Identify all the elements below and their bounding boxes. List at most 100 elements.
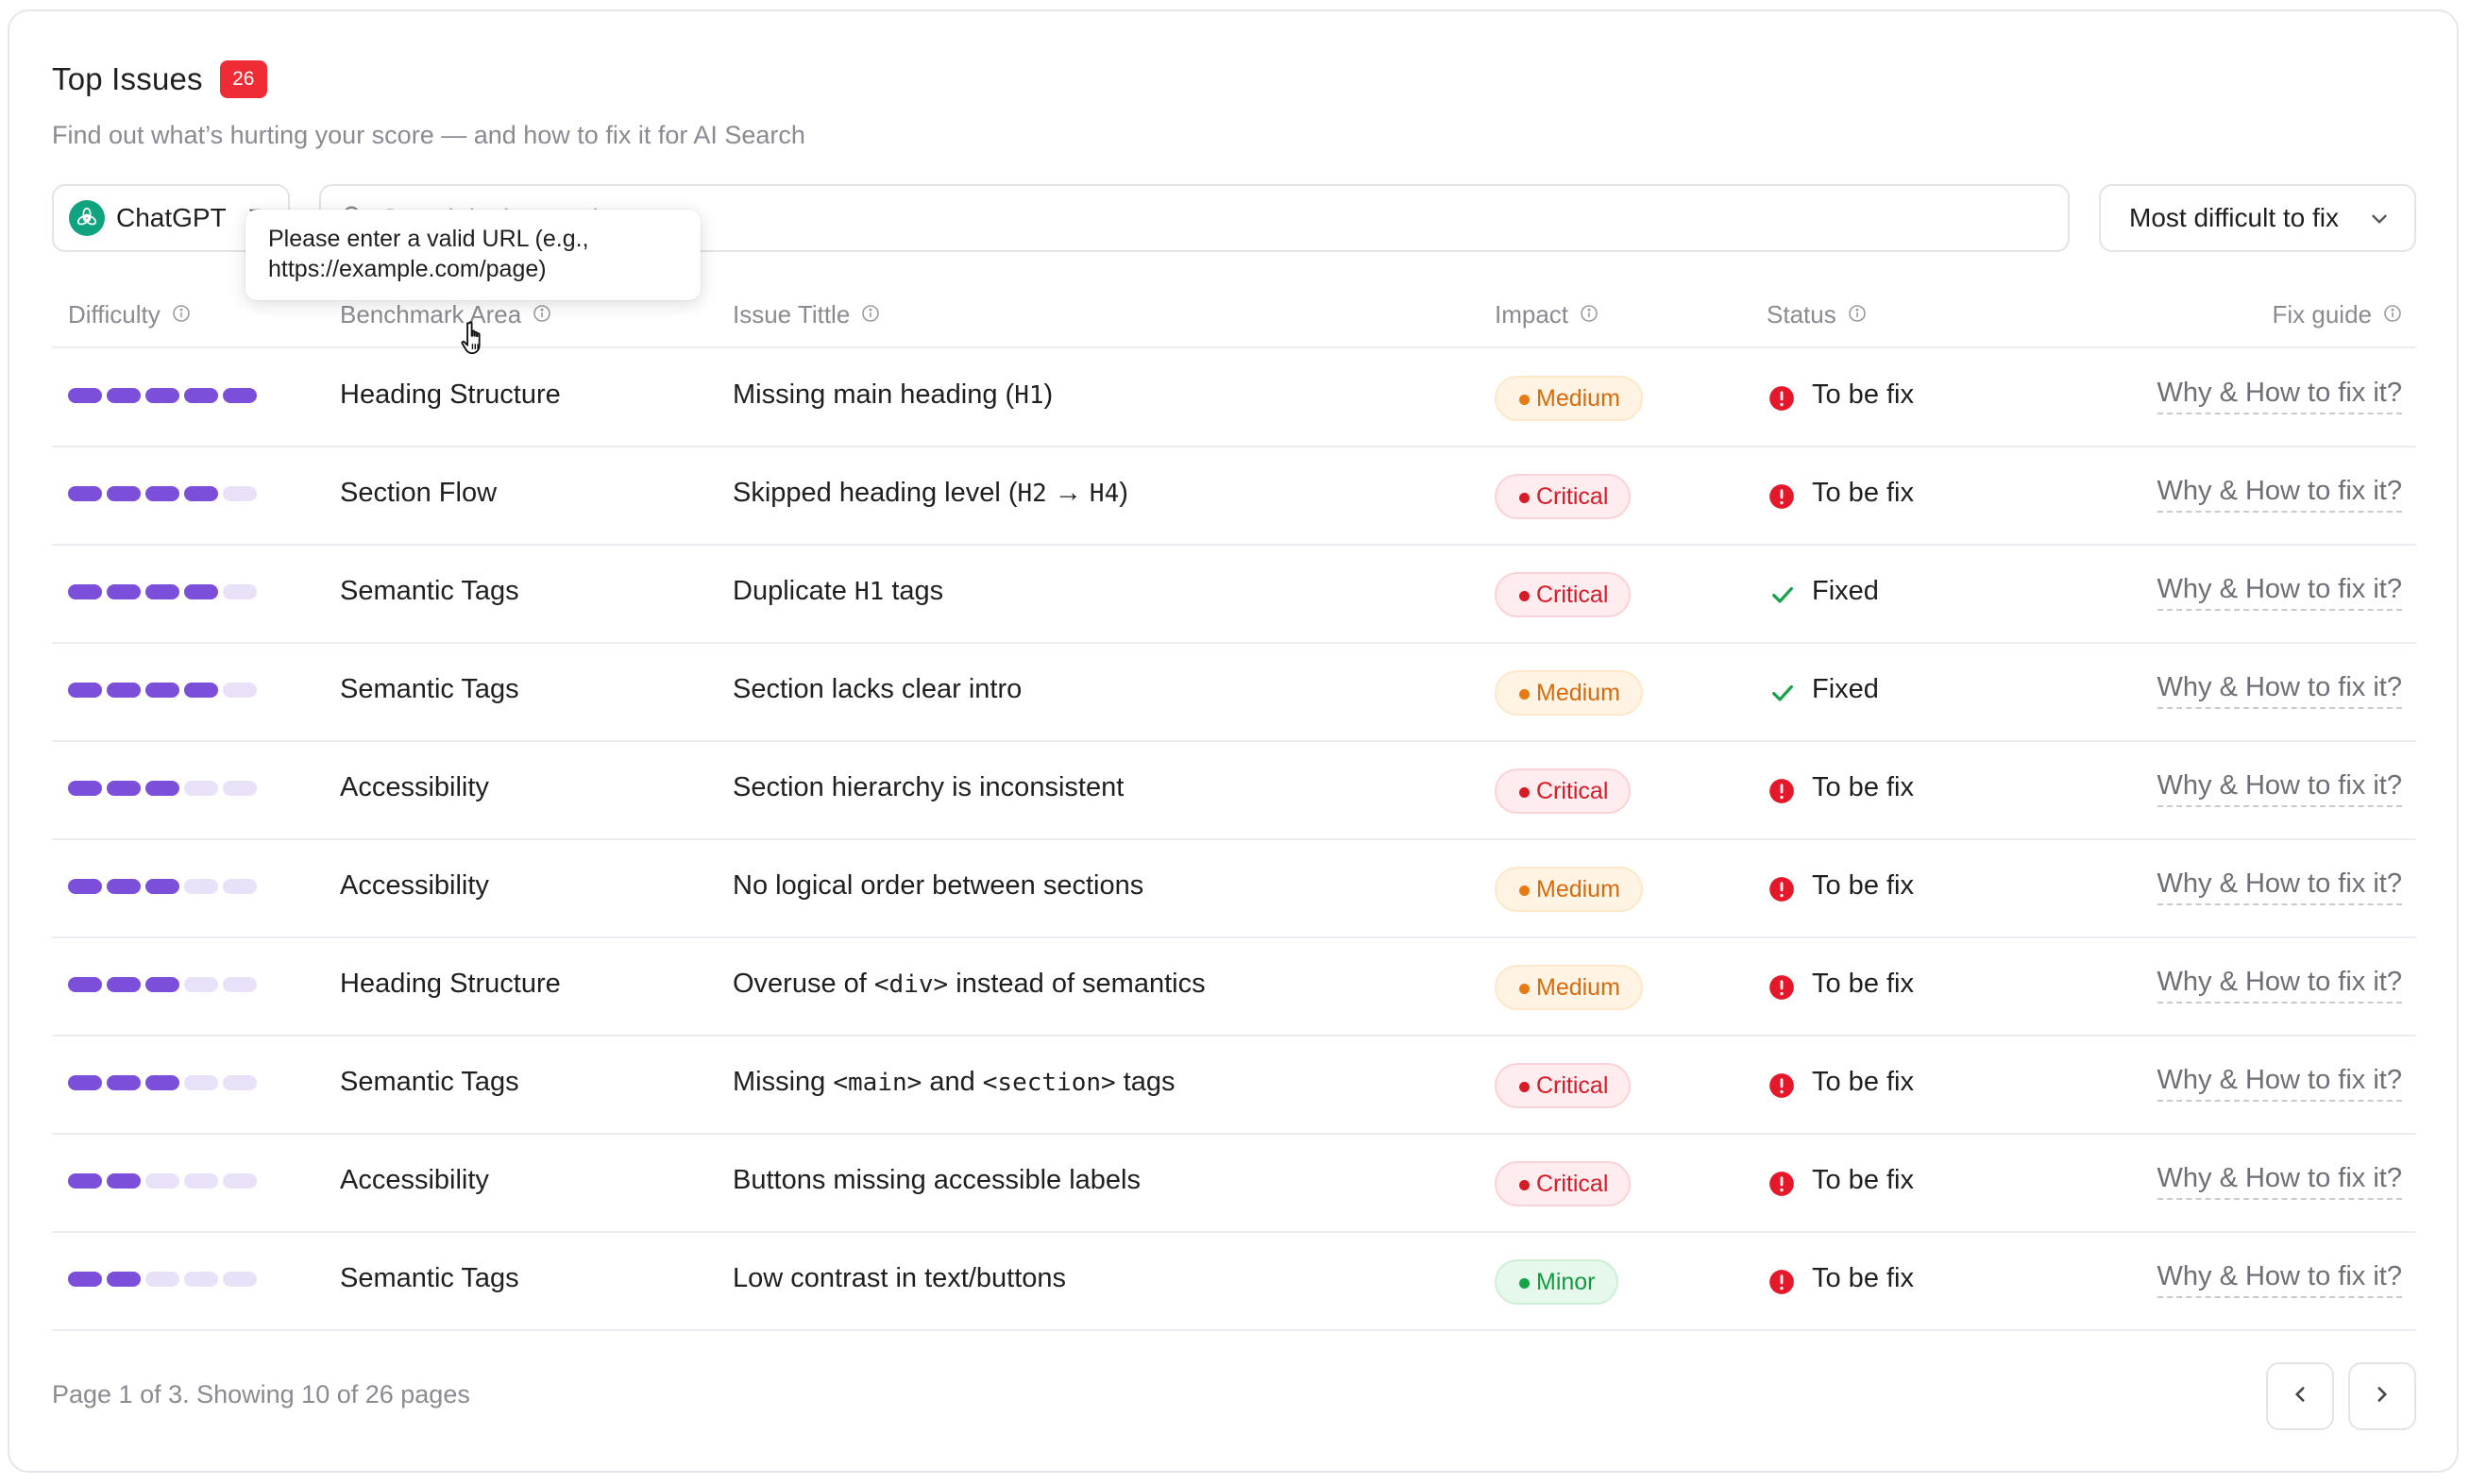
issue-title-text: Missing	[733, 1067, 834, 1097]
fix-guide-link[interactable]: Why & How to fix it?	[2157, 574, 2402, 611]
difficulty-segment	[107, 781, 141, 796]
issue-title-code: <section>	[982, 1069, 1116, 1097]
difficulty-segment	[145, 1173, 179, 1189]
impact-badge: Critical	[1495, 1063, 1632, 1108]
issue-title-text: )	[1043, 379, 1054, 410]
difficulty-meter	[68, 1272, 257, 1287]
difficulty-segment	[107, 1075, 141, 1090]
impact-label: Medium	[1536, 875, 1620, 902]
column-header-fix-guide[interactable]: Fix guide	[2273, 300, 2403, 329]
fix-guide-link[interactable]: Why & How to fix it?	[2157, 476, 2402, 513]
impact-badge: Critical	[1495, 474, 1632, 519]
column-header-issue-title[interactable]: Issue Tittle	[733, 300, 880, 329]
difficulty-segment	[223, 584, 257, 599]
issue-title-text: No logical order between sections	[733, 870, 1144, 901]
table-row: Semantic Tags Section lacks clear intro Me…	[0, 644, 2470, 742]
impact-label: Medium	[1536, 679, 1620, 706]
issue-title-code: H1	[1014, 381, 1044, 410]
issue-title: Section hierarchy is inconsistent	[733, 772, 1124, 803]
benchmark-area: Heading Structure	[340, 379, 561, 410]
fix-guide-link[interactable]: Why & How to fix it?	[2157, 378, 2402, 414]
impact-badge: Medium	[1495, 965, 1643, 1010]
fix-guide-link[interactable]: Why & How to fix it?	[2157, 1065, 2402, 1102]
difficulty-segment	[223, 1173, 257, 1189]
difficulty-segment	[68, 1173, 102, 1189]
impact-badge: Medium	[1495, 867, 1643, 912]
sort-select[interactable]: Most difficult to fix	[2099, 184, 2416, 252]
issue-title-code: <div>	[873, 970, 949, 999]
chevron-down-icon	[2367, 207, 2392, 236]
difficulty-segment	[145, 781, 179, 796]
status-label: To be fix	[1812, 772, 1914, 802]
fix-guide-link[interactable]: Why & How to fix it?	[2157, 672, 2402, 709]
prev-page-button[interactable]	[2266, 1362, 2334, 1430]
difficulty-segment	[145, 486, 179, 501]
difficulty-meter	[68, 1075, 257, 1090]
row-divider	[52, 544, 2416, 546]
difficulty-segment	[107, 1272, 141, 1287]
row-divider	[52, 642, 2416, 644]
difficulty-segment	[68, 1075, 102, 1090]
issue-title: Missing <main> and <section> tags	[733, 1067, 1176, 1098]
benchmark-area: Accessibility	[340, 1165, 489, 1195]
benchmark-area: Semantic Tags	[340, 576, 519, 606]
status-label: To be fix	[1812, 1263, 1914, 1293]
page-subtitle: Find out what’s hurting your score — and…	[52, 121, 805, 149]
column-header-status[interactable]: Status	[1767, 300, 1867, 329]
issue-title-code: H2	[1017, 480, 1047, 508]
url-validation-tooltip: Please enter a valid URL (e.g., https://…	[245, 210, 701, 300]
fix-guide-link[interactable]: Why & How to fix it?	[2157, 770, 2402, 807]
table-row: Accessibility Buttons missing accessible …	[0, 1135, 2470, 1233]
difficulty-segment	[184, 1272, 218, 1287]
benchmark-area: Heading Structure	[340, 969, 561, 999]
benchmark-area: Semantic Tags	[340, 1263, 519, 1293]
difficulty-segment	[184, 388, 218, 403]
status-label: Fixed	[1812, 674, 1879, 704]
issue-title-text: tags	[884, 576, 944, 606]
issue-title: Overuse of <div> instead of semantics	[733, 969, 1206, 1000]
info-icon	[2383, 300, 2402, 329]
issue-title-code: <main>	[833, 1069, 922, 1097]
difficulty-meter	[68, 1173, 257, 1189]
issue-title-text: tags	[1115, 1067, 1176, 1097]
column-header-benchmark-area[interactable]: Benchmark Area	[340, 300, 551, 329]
impact-label: Critical	[1536, 777, 1609, 804]
difficulty-segment	[107, 977, 141, 992]
fix-guide-link[interactable]: Why & How to fix it?	[2157, 1261, 2402, 1298]
impact-label: Critical	[1536, 1170, 1609, 1197]
difficulty-segment	[145, 584, 179, 599]
fix-guide-link[interactable]: Why & How to fix it?	[2157, 1163, 2402, 1200]
column-header-impact[interactable]: Impact	[1495, 300, 1599, 329]
difficulty-segment	[68, 1272, 102, 1287]
difficulty-meter	[68, 879, 257, 894]
difficulty-segment	[184, 683, 218, 698]
impact-dot-icon	[1519, 984, 1530, 994]
row-divider	[52, 1329, 2416, 1331]
status-label: Fixed	[1812, 576, 1879, 606]
info-icon	[533, 300, 551, 329]
status-label: To be fix	[1812, 870, 1914, 901]
row-divider	[52, 936, 2416, 938]
impact-label: Critical	[1536, 482, 1609, 510]
impact-dot-icon	[1519, 689, 1530, 700]
row-divider	[52, 1231, 2416, 1233]
alert-circle-icon	[1768, 1171, 1795, 1202]
difficulty-segment	[107, 584, 141, 599]
impact-badge: Medium	[1495, 670, 1643, 716]
column-header-difficulty[interactable]: Difficulty	[68, 300, 191, 329]
issue-title-text: Buttons missing accessible labels	[733, 1165, 1141, 1195]
difficulty-segment	[145, 977, 179, 992]
issue-title-text: Duplicate	[733, 576, 854, 606]
table-row: Heading Structure Missing main heading (H…	[0, 349, 2470, 447]
row-divider	[52, 1133, 2416, 1135]
fix-guide-link[interactable]: Why & How to fix it?	[2157, 967, 2402, 1003]
model-select[interactable]: ChatGPT ▾	[52, 184, 290, 252]
pagination-info: Page 1 of 3. Showing 10 of 26 pages	[52, 1380, 470, 1408]
alert-circle-icon	[1768, 778, 1795, 809]
difficulty-meter	[68, 486, 257, 501]
impact-dot-icon	[1519, 787, 1530, 798]
next-page-button[interactable]	[2348, 1362, 2416, 1430]
status-label: To be fix	[1812, 1165, 1914, 1195]
fix-guide-link[interactable]: Why & How to fix it?	[2157, 868, 2402, 905]
impact-badge: Minor	[1495, 1259, 1618, 1305]
